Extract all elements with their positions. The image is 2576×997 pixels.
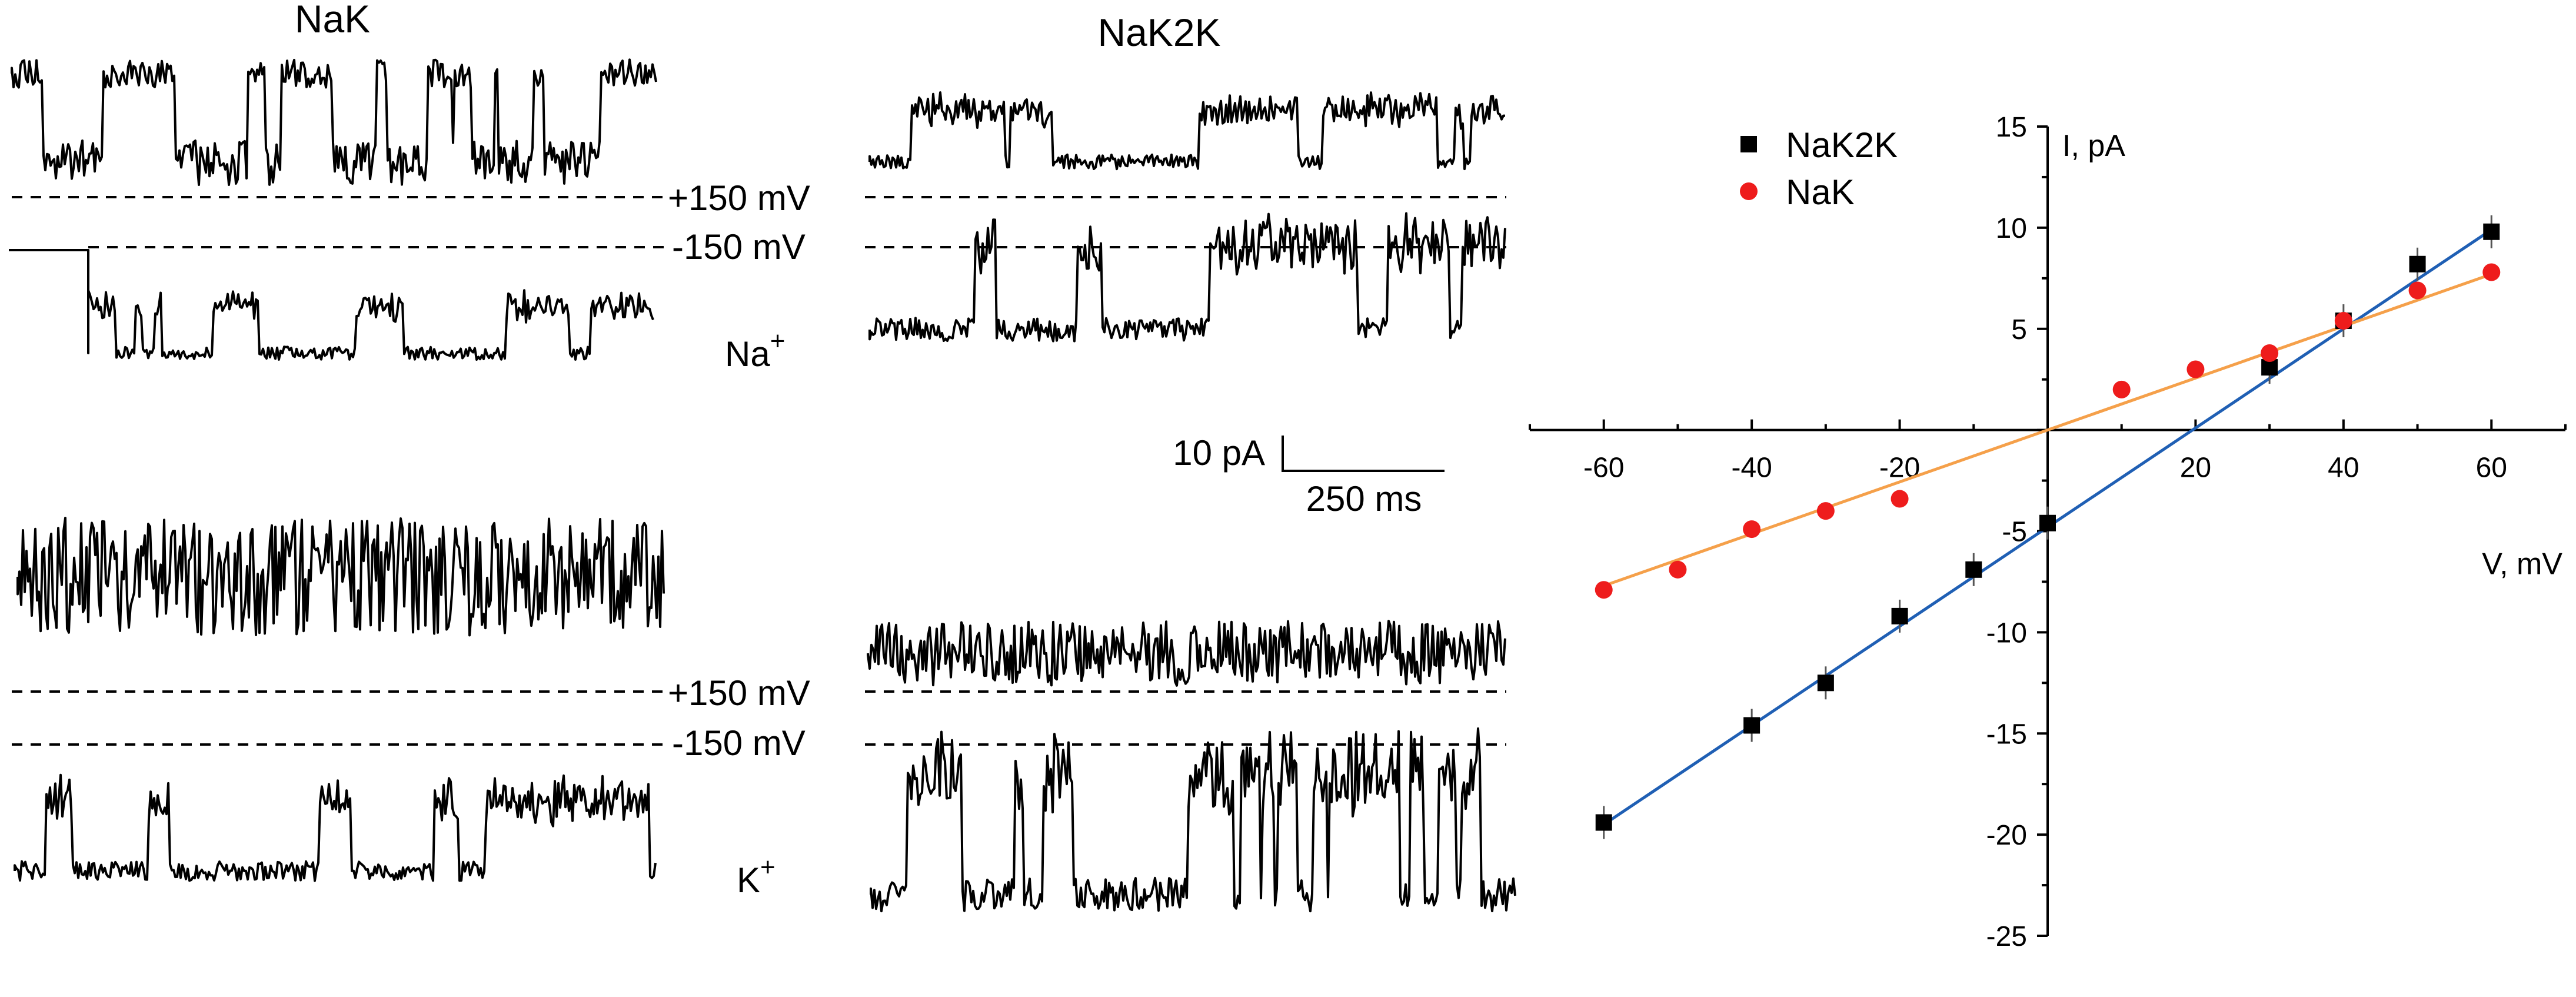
iv-data-points	[1595, 215, 2501, 839]
y-axis-label: I, pA	[2062, 129, 2125, 163]
point-nak2k	[2039, 514, 2056, 531]
y-tick-label: 5	[2011, 314, 2027, 345]
x-tick-label: 40	[2328, 453, 2359, 484]
trace-nak-na-plus150	[11, 58, 657, 186]
point-nak2k	[1743, 717, 1760, 734]
point-nak	[2408, 281, 2427, 300]
x-axis-label: V, mV	[2482, 547, 2562, 581]
point-nak	[2186, 360, 2205, 378]
trace-nak-k-plus150	[16, 517, 665, 637]
trace-nak2k-k-minus150	[870, 727, 1516, 913]
legend-label-nak2k: NaK2K	[1786, 125, 1898, 165]
point-nak	[1669, 560, 1687, 579]
ion-label-na: Na+	[725, 327, 785, 374]
x-tick-label: -40	[1731, 453, 1772, 484]
point-nak	[1891, 490, 1909, 508]
point-nak	[1595, 581, 1613, 599]
voltage-label-na-pos: +150 mV	[668, 178, 810, 218]
point-nak2k	[1891, 607, 1908, 624]
point-nak	[2334, 312, 2352, 330]
scale-bar-time-label: 250 ms	[1306, 479, 1422, 519]
nak-title: NaK	[295, 0, 370, 41]
point-nak2k	[1965, 561, 1982, 578]
voltage-label-na-neg: -150 mV	[672, 227, 806, 267]
voltage-label-k-pos: +150 mV	[668, 673, 810, 713]
point-nak	[2261, 344, 2279, 362]
x-tick-label: 20	[2180, 453, 2211, 484]
scale-bar-current-label: 10 pA	[1173, 433, 1265, 473]
legend-marker-nak	[1740, 182, 1758, 200]
point-nak2k	[1595, 814, 1612, 831]
x-tick-label: -60	[1583, 453, 1624, 484]
point-nak2k	[1817, 674, 1834, 692]
point-nak	[1743, 520, 1761, 539]
point-nak2k	[2409, 255, 2426, 272]
legend-label-nak: NaK	[1786, 172, 1855, 212]
scale-bar: 10 pA 250 ms	[1173, 433, 1445, 519]
nak2k-title: NaK2K	[1097, 11, 1220, 54]
point-nak	[2482, 263, 2501, 281]
traces-panel: +150 mV -150 mV +150 mV -150 mV Na+ K+ 1…	[9, 58, 1516, 913]
point-nak	[2112, 380, 2131, 398]
y-tick-label: 15	[1996, 112, 2027, 143]
iv-legend: NaK2K NaK	[1740, 125, 1898, 212]
y-tick-label: 10	[1996, 213, 2027, 244]
legend-marker-nak2k	[1740, 136, 1757, 152]
y-tick-label: -20	[1986, 820, 2027, 851]
ion-label-k: K+	[737, 853, 776, 900]
point-nak	[1816, 502, 1835, 520]
y-tick-label: -25	[1986, 921, 2027, 952]
trace-nak-k-minus150	[14, 773, 657, 882]
trace-nak2k-na-plus150	[868, 91, 1505, 171]
y-tick-label: -10	[1986, 617, 2027, 649]
y-tick-label: -15	[1986, 719, 2027, 750]
voltage-label-k-neg: -150 mV	[672, 723, 806, 763]
trace-nak2k-na-minus150	[868, 212, 1506, 343]
trace-nak-na-minus150	[9, 249, 654, 361]
x-tick-label: 60	[2476, 453, 2507, 484]
x-tick-label: -20	[1879, 453, 1920, 484]
trace-nak2k-k-plus150	[867, 620, 1506, 687]
point-nak2k	[2483, 223, 2500, 240]
